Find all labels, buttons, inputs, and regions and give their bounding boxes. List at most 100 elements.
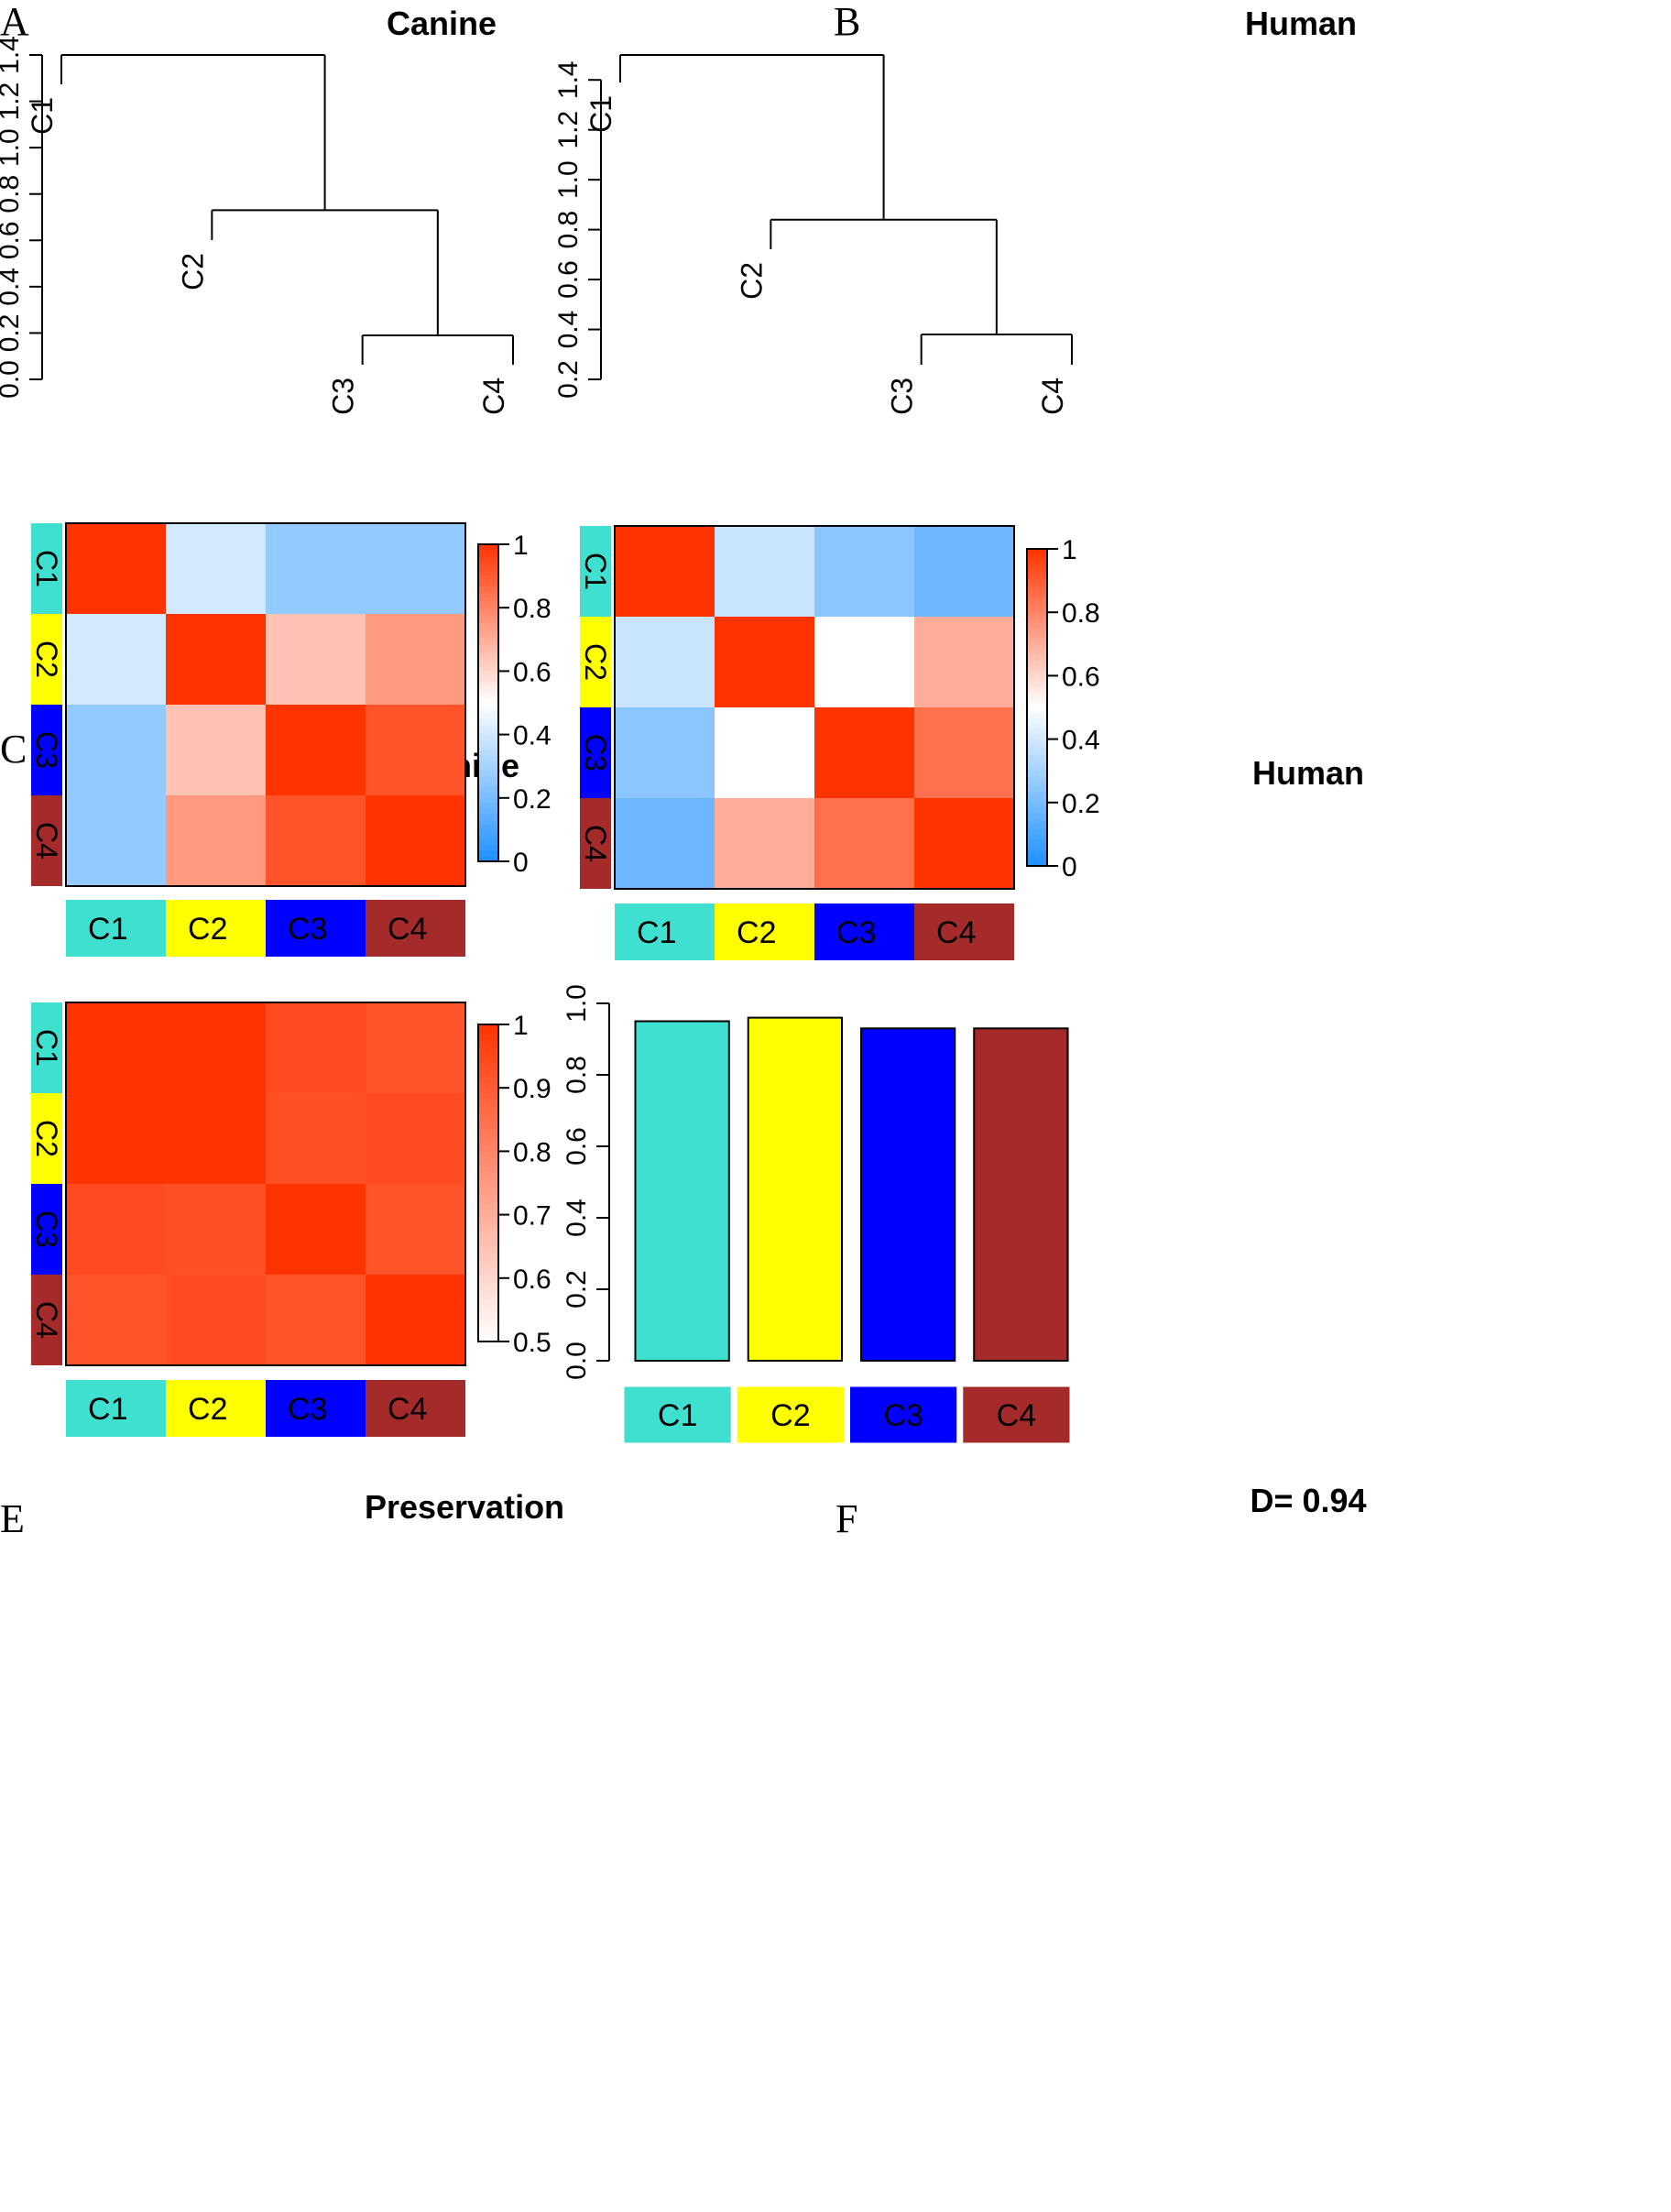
colorbar-segment bbox=[478, 586, 498, 593]
heatmap-cell bbox=[166, 523, 267, 615]
colorbar-segment bbox=[478, 608, 498, 614]
colorbar-segment bbox=[478, 639, 498, 646]
heatmap-border bbox=[614, 525, 1015, 890]
y-tick-label: 0.2 bbox=[0, 314, 25, 353]
y-tick-label: 0.8 bbox=[562, 1056, 592, 1094]
row-module-color bbox=[31, 523, 62, 614]
colorbar-tick-label: 0 bbox=[1062, 852, 1077, 882]
heatmap-cell bbox=[366, 1275, 466, 1366]
colorbar-segment bbox=[478, 1304, 498, 1310]
heatmap-preservation: C1 C2 C3 C4 C1 C2 C3 C4 0.5 0.6 0.7 0.8 0.9 1 bbox=[30, 1002, 552, 1437]
heatmap-cell bbox=[266, 795, 366, 887]
colorbar-tick-label: 0.4 bbox=[513, 721, 552, 751]
colorbar-segment bbox=[1027, 834, 1047, 840]
colorbar-segment bbox=[478, 581, 498, 587]
colorbar-segment bbox=[1027, 596, 1047, 603]
colorbar-segment bbox=[478, 544, 498, 551]
heatmap-cell bbox=[66, 1275, 167, 1366]
colorbar-segment bbox=[478, 1214, 498, 1221]
colorbar-segment bbox=[478, 1119, 498, 1126]
colorbar-tick-label: 0.6 bbox=[513, 1265, 552, 1295]
colorbar-segment bbox=[478, 655, 498, 662]
heatmap-cell bbox=[715, 526, 815, 618]
category-color-box bbox=[847, 1384, 960, 1446]
heatmap-cell bbox=[66, 614, 167, 706]
colorbar-segment bbox=[478, 1294, 498, 1300]
row-module-label: C2 bbox=[30, 1120, 63, 1157]
heatmap-cell bbox=[66, 1093, 167, 1185]
colorbar-segment bbox=[478, 845, 498, 852]
colorbar-segment bbox=[478, 835, 498, 841]
bar bbox=[859, 1027, 956, 1363]
colorbar-segment bbox=[478, 1277, 498, 1285]
y-tick-label: 0.8 bbox=[0, 175, 25, 214]
column-module-color bbox=[914, 903, 1014, 960]
colorbar-segment bbox=[478, 776, 498, 783]
colorbar-tick-label: 0 bbox=[513, 848, 529, 878]
colorbar-segment bbox=[478, 1130, 498, 1136]
column-module-label: C1 bbox=[88, 1392, 127, 1427]
colorbar-segment bbox=[478, 644, 498, 651]
colorbar-segment bbox=[1027, 622, 1047, 630]
heatmap-cell bbox=[615, 617, 715, 708]
colorbar-segment bbox=[478, 697, 498, 704]
colorbar-segment bbox=[1027, 744, 1047, 750]
dendrogram-leaf-label: C2 bbox=[735, 262, 768, 300]
dendrogram-leaf-label: C3 bbox=[327, 378, 360, 415]
y-tick-label: 0.2 bbox=[553, 360, 584, 399]
colorbar-segment bbox=[478, 1199, 498, 1205]
colorbar-segment bbox=[1027, 553, 1047, 561]
column-module-label: C3 bbox=[288, 912, 327, 947]
heatmap-cell bbox=[814, 707, 915, 799]
row-module-color bbox=[31, 614, 62, 705]
colorbar-segment bbox=[478, 554, 498, 561]
colorbar-segment bbox=[478, 1209, 498, 1216]
column-module-label: C1 bbox=[88, 912, 127, 947]
colorbar-segment bbox=[1027, 617, 1047, 624]
y-tick-label: 0.2 bbox=[562, 1270, 592, 1309]
column-module-color bbox=[366, 900, 465, 957]
heatmap-cell bbox=[66, 795, 167, 887]
y-tick-label: 0.8 bbox=[553, 211, 584, 249]
heatmap-cell bbox=[366, 523, 466, 615]
bar bbox=[973, 1027, 1069, 1363]
colorbar-segment bbox=[478, 623, 498, 630]
colorbar-tick-label: 0.7 bbox=[513, 1201, 552, 1232]
colorbar-segment bbox=[478, 818, 498, 826]
heatmap-cell bbox=[266, 523, 366, 615]
colorbar-segment bbox=[478, 575, 498, 582]
panel-a-title: Canine bbox=[387, 5, 497, 42]
colorbar-segment bbox=[1027, 628, 1047, 634]
colorbar-segment bbox=[1027, 607, 1047, 613]
heatmap-cell bbox=[66, 523, 167, 615]
panel-e-title: Preservation bbox=[365, 1488, 564, 1526]
heatmap-cell bbox=[366, 1093, 466, 1185]
colorbar-segment bbox=[478, 856, 498, 862]
colorbar-segment bbox=[478, 1124, 498, 1131]
heatmap-cell bbox=[715, 707, 815, 799]
colorbar-segment bbox=[1027, 828, 1047, 835]
column-module-label: C4 bbox=[388, 1392, 427, 1427]
heatmap-canine: C1 C2 C3 C4 C1 C2 C3 C4 0 0.2 0.4 0.6 0.8 1 bbox=[30, 522, 552, 957]
colorbar-segment bbox=[478, 724, 498, 730]
dendrogram-leaf-label: C3 bbox=[886, 378, 919, 415]
colorbar-segment bbox=[478, 591, 498, 598]
colorbar-segment bbox=[1027, 723, 1047, 729]
colorbar-border bbox=[1026, 548, 1048, 867]
colorbar-segment bbox=[1027, 733, 1047, 740]
colorbar-segment bbox=[1027, 739, 1047, 745]
row-module-color bbox=[580, 707, 611, 798]
row-module-color bbox=[31, 1184, 62, 1275]
colorbar-tick-label: 0.2 bbox=[513, 784, 552, 815]
colorbar-segment bbox=[478, 1050, 498, 1057]
column-module-label: C4 bbox=[936, 915, 976, 950]
colorbar-segment bbox=[1027, 591, 1047, 597]
column-module-label: C2 bbox=[188, 912, 227, 947]
colorbar-segment bbox=[1027, 813, 1047, 819]
colorbar-segment bbox=[478, 1040, 498, 1046]
column-module-color bbox=[166, 900, 266, 957]
row-module-color bbox=[31, 1002, 62, 1093]
colorbar-tick-label: 0.8 bbox=[513, 1137, 552, 1167]
heatmap-cell bbox=[615, 798, 715, 890]
colorbar-segment bbox=[1027, 601, 1047, 608]
